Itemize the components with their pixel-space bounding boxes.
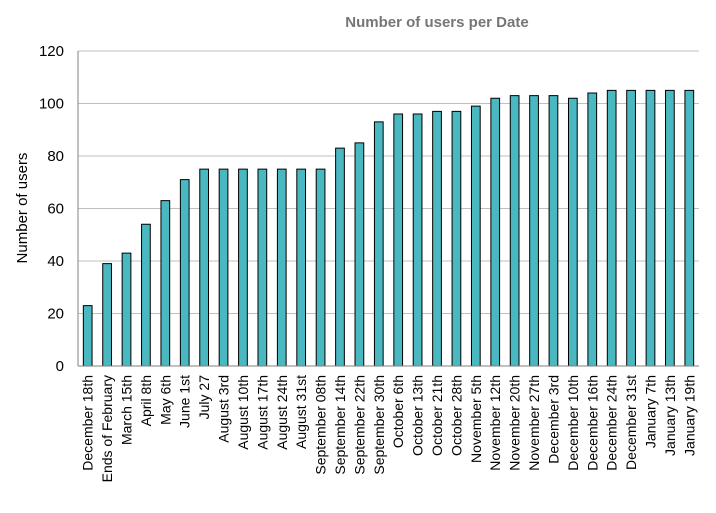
x-tick-label: October 13th — [410, 375, 426, 456]
x-tick-label: October 21th — [429, 375, 445, 456]
bar — [238, 168, 248, 367]
bar — [509, 95, 520, 367]
x-tick-label: September 30th — [371, 375, 387, 475]
x-tick-label: August 3rd — [216, 375, 232, 443]
y-axis-ticks: 0 20 40 60 80 100 120 — [39, 43, 64, 375]
y-axis-label: Number of users — [14, 153, 31, 264]
chart-title: Number of users per Date — [345, 14, 528, 31]
x-tick-label: November 27th — [526, 375, 542, 471]
x-tick-label: December 18th — [80, 375, 96, 471]
bar — [393, 113, 404, 367]
x-tick-label: September 14th — [332, 375, 348, 475]
x-tick-label: June 1st — [177, 375, 193, 428]
bar — [160, 200, 171, 367]
y-tick-label: 60 — [47, 201, 64, 218]
x-tick-label: July 27 — [196, 375, 212, 420]
bar — [141, 223, 151, 367]
x-tick-label: December 16th — [584, 375, 600, 471]
bar — [102, 263, 112, 367]
gridlines — [78, 50, 699, 314]
x-tick-label: August 24th — [274, 375, 290, 450]
bar — [276, 168, 287, 367]
bar — [451, 110, 462, 367]
x-tick-label: January 19th — [681, 375, 697, 456]
x-tick-label: December 31st — [623, 375, 639, 470]
x-tick-label: December 3rd — [545, 375, 561, 464]
x-tick-label: December 10th — [565, 375, 581, 471]
x-tick-label: September 08th — [313, 375, 329, 475]
bar — [587, 92, 598, 367]
x-tick-label: November 12th — [487, 375, 503, 471]
bars — [82, 89, 695, 367]
bar — [296, 168, 307, 367]
x-tick-label: August 17th — [254, 375, 270, 450]
x-tick-label: October 6th — [390, 375, 406, 448]
y-tick-label: 0 — [56, 358, 64, 375]
y-tick-label: 80 — [47, 148, 64, 165]
y-tick-label: 100 — [39, 96, 64, 113]
x-tick-label: January 13th — [662, 375, 678, 456]
bar — [490, 97, 501, 367]
x-tick-label: August 10th — [235, 375, 251, 450]
x-tick-label: April 8th — [138, 375, 154, 426]
bar — [218, 168, 229, 367]
bar — [665, 89, 675, 367]
bar — [257, 168, 268, 367]
bar — [199, 168, 210, 367]
x-tick-label: January 7th — [642, 375, 658, 448]
bar — [412, 113, 423, 367]
x-tick-label: March 15th — [119, 375, 135, 445]
bar — [179, 179, 190, 367]
bar — [684, 89, 695, 367]
axes — [77, 51, 699, 367]
x-tick-label: August 31st — [293, 375, 309, 449]
x-tick-label: Ends of February — [99, 375, 115, 482]
x-tick-label: November 20th — [507, 375, 523, 471]
y-tick-label: 40 — [47, 253, 64, 270]
bar — [315, 168, 326, 367]
bar — [626, 89, 636, 367]
bar — [373, 121, 384, 367]
bar — [645, 89, 656, 367]
bar — [121, 252, 132, 367]
bar — [529, 95, 539, 367]
y-tick-label: 120 — [39, 43, 64, 60]
bar — [354, 142, 365, 367]
bar — [335, 147, 345, 367]
x-tick-label: November 5th — [468, 375, 484, 463]
bar — [606, 89, 617, 367]
bar — [567, 97, 578, 367]
y-tick-label: 20 — [47, 306, 64, 323]
x-tick-label: May 6th — [157, 375, 173, 425]
bar — [548, 95, 559, 367]
x-tick-label: December 24th — [604, 375, 620, 471]
bar — [470, 105, 481, 367]
bar — [432, 110, 442, 367]
x-axis-ticks: December 18th Ends of February March 15th A… — [80, 375, 698, 483]
x-tick-label: September 22th — [351, 375, 367, 475]
bar — [82, 305, 93, 367]
x-tick-label: October 28th — [448, 375, 464, 456]
